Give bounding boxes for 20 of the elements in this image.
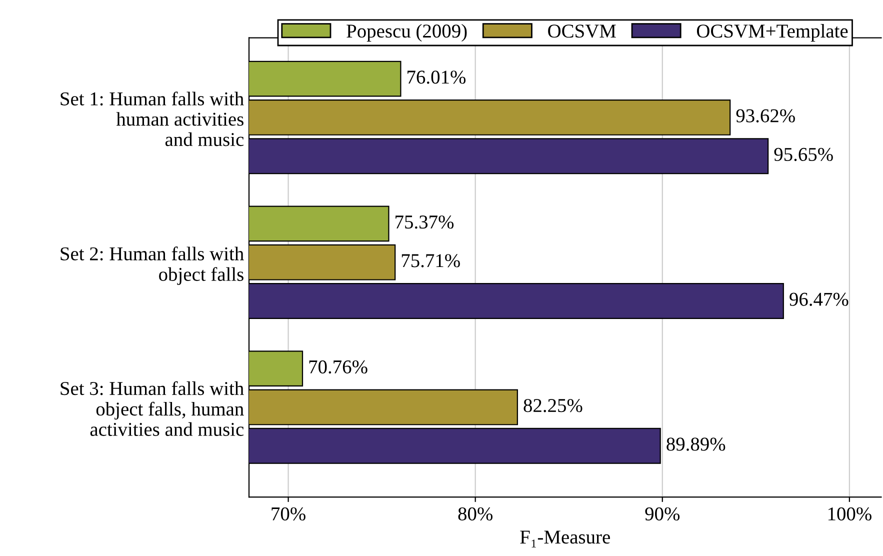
x-axis-title: F₁-Measure: [520, 530, 610, 548]
data-label: 82.25%: [524, 398, 582, 412]
data-label: 75.71%: [402, 254, 460, 268]
y-tick-label: Set 1: Human falls with human activities and music: [60, 92, 244, 146]
data-label: 89.89%: [666, 438, 726, 451]
legend-label: OCSVM: [548, 24, 616, 38]
legend-label: OCSVM+Template: [696, 24, 848, 42]
x-tick-label: 80%: [458, 507, 492, 521]
data-label: 95.65%: [774, 148, 833, 162]
data-label: 93.62%: [736, 109, 795, 122]
data-label: 96.47%: [790, 292, 848, 306]
data-label: 70.76%: [309, 360, 368, 374]
x-tick-label: 90%: [645, 507, 680, 521]
data-label: 75.37%: [396, 215, 454, 229]
y-tick-label: Set 2: Human falls with object falls: [60, 246, 244, 285]
legend-label: Popescu (2009): [346, 24, 467, 42]
x-tick-label: 100%: [828, 507, 872, 521]
y-tick-label: Set 3: Human falls with object falls, human activities and music: [60, 381, 244, 436]
data-label: 76.01%: [408, 70, 466, 84]
x-tick-label: 70%: [272, 507, 306, 521]
